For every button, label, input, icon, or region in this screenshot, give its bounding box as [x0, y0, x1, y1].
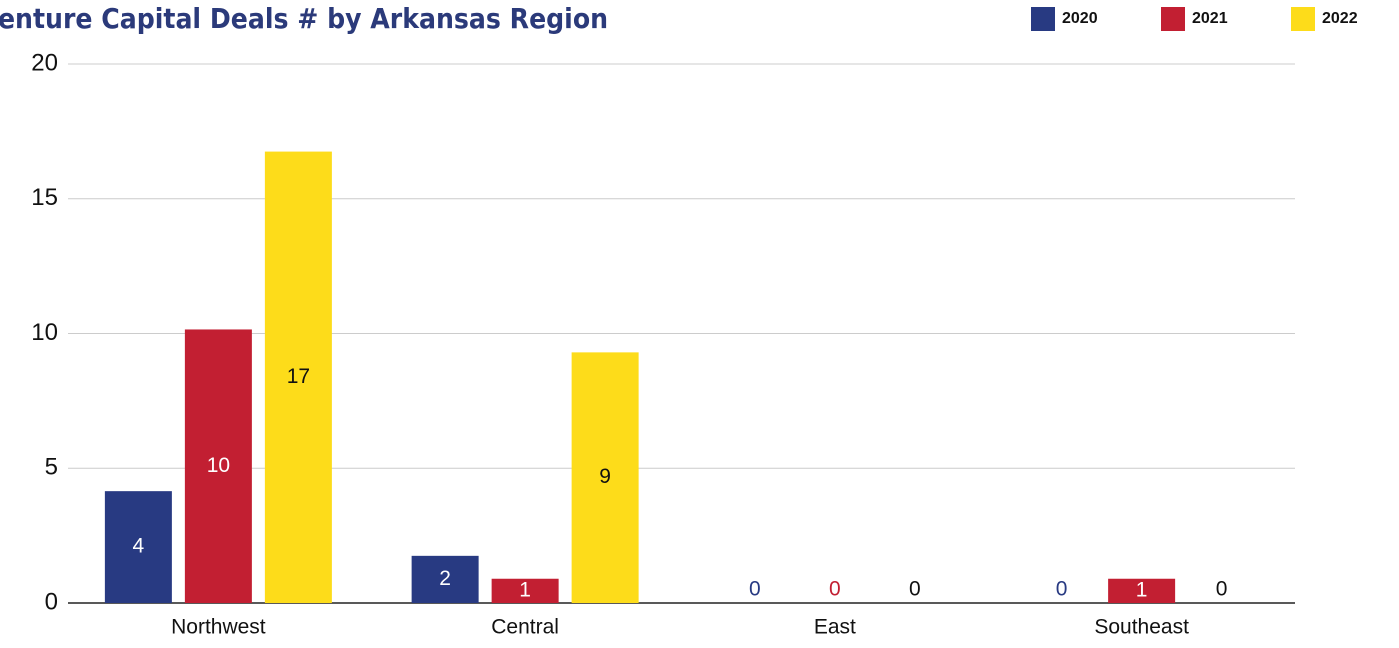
data-label: 0 [1056, 578, 1068, 601]
data-label: 0 [1216, 578, 1228, 601]
data-label: 1 [1136, 578, 1148, 601]
data-label: 1 [519, 578, 531, 601]
bar [491, 578, 559, 603]
legend-swatch [1031, 7, 1055, 31]
bar [264, 151, 332, 603]
bar [184, 329, 252, 603]
x-tick-label: East [814, 616, 856, 639]
bar [571, 352, 639, 603]
bar [104, 491, 172, 603]
y-tick-label: 0 [45, 588, 58, 615]
x-tick-label: Central [491, 616, 559, 639]
data-label: 17 [287, 365, 310, 388]
y-tick-label: 5 [45, 454, 58, 481]
data-label: 0 [749, 578, 761, 601]
data-label: 4 [133, 535, 145, 558]
x-tick-label: Northwest [171, 616, 266, 639]
legend-label: 2020 [1062, 10, 1098, 27]
data-label: 10 [207, 454, 230, 477]
data-label: 0 [829, 578, 841, 601]
bar [1108, 578, 1176, 603]
x-tick-label: Southeast [1094, 616, 1189, 639]
y-tick-label: 20 [31, 49, 58, 76]
chart-title: Venture Capital Deals # by Arkansas Regi… [0, 2, 608, 35]
y-tick-label: 10 [31, 319, 58, 346]
legend-label: 2022 [1322, 10, 1358, 27]
legend-swatch [1291, 7, 1315, 31]
bar [411, 555, 479, 603]
data-label: 0 [909, 578, 921, 601]
legend-label: 2021 [1192, 10, 1228, 27]
y-tick-label: 15 [31, 184, 58, 211]
data-label: 2 [439, 567, 451, 590]
legend-swatch [1161, 7, 1185, 31]
data-label: 9 [599, 465, 611, 488]
